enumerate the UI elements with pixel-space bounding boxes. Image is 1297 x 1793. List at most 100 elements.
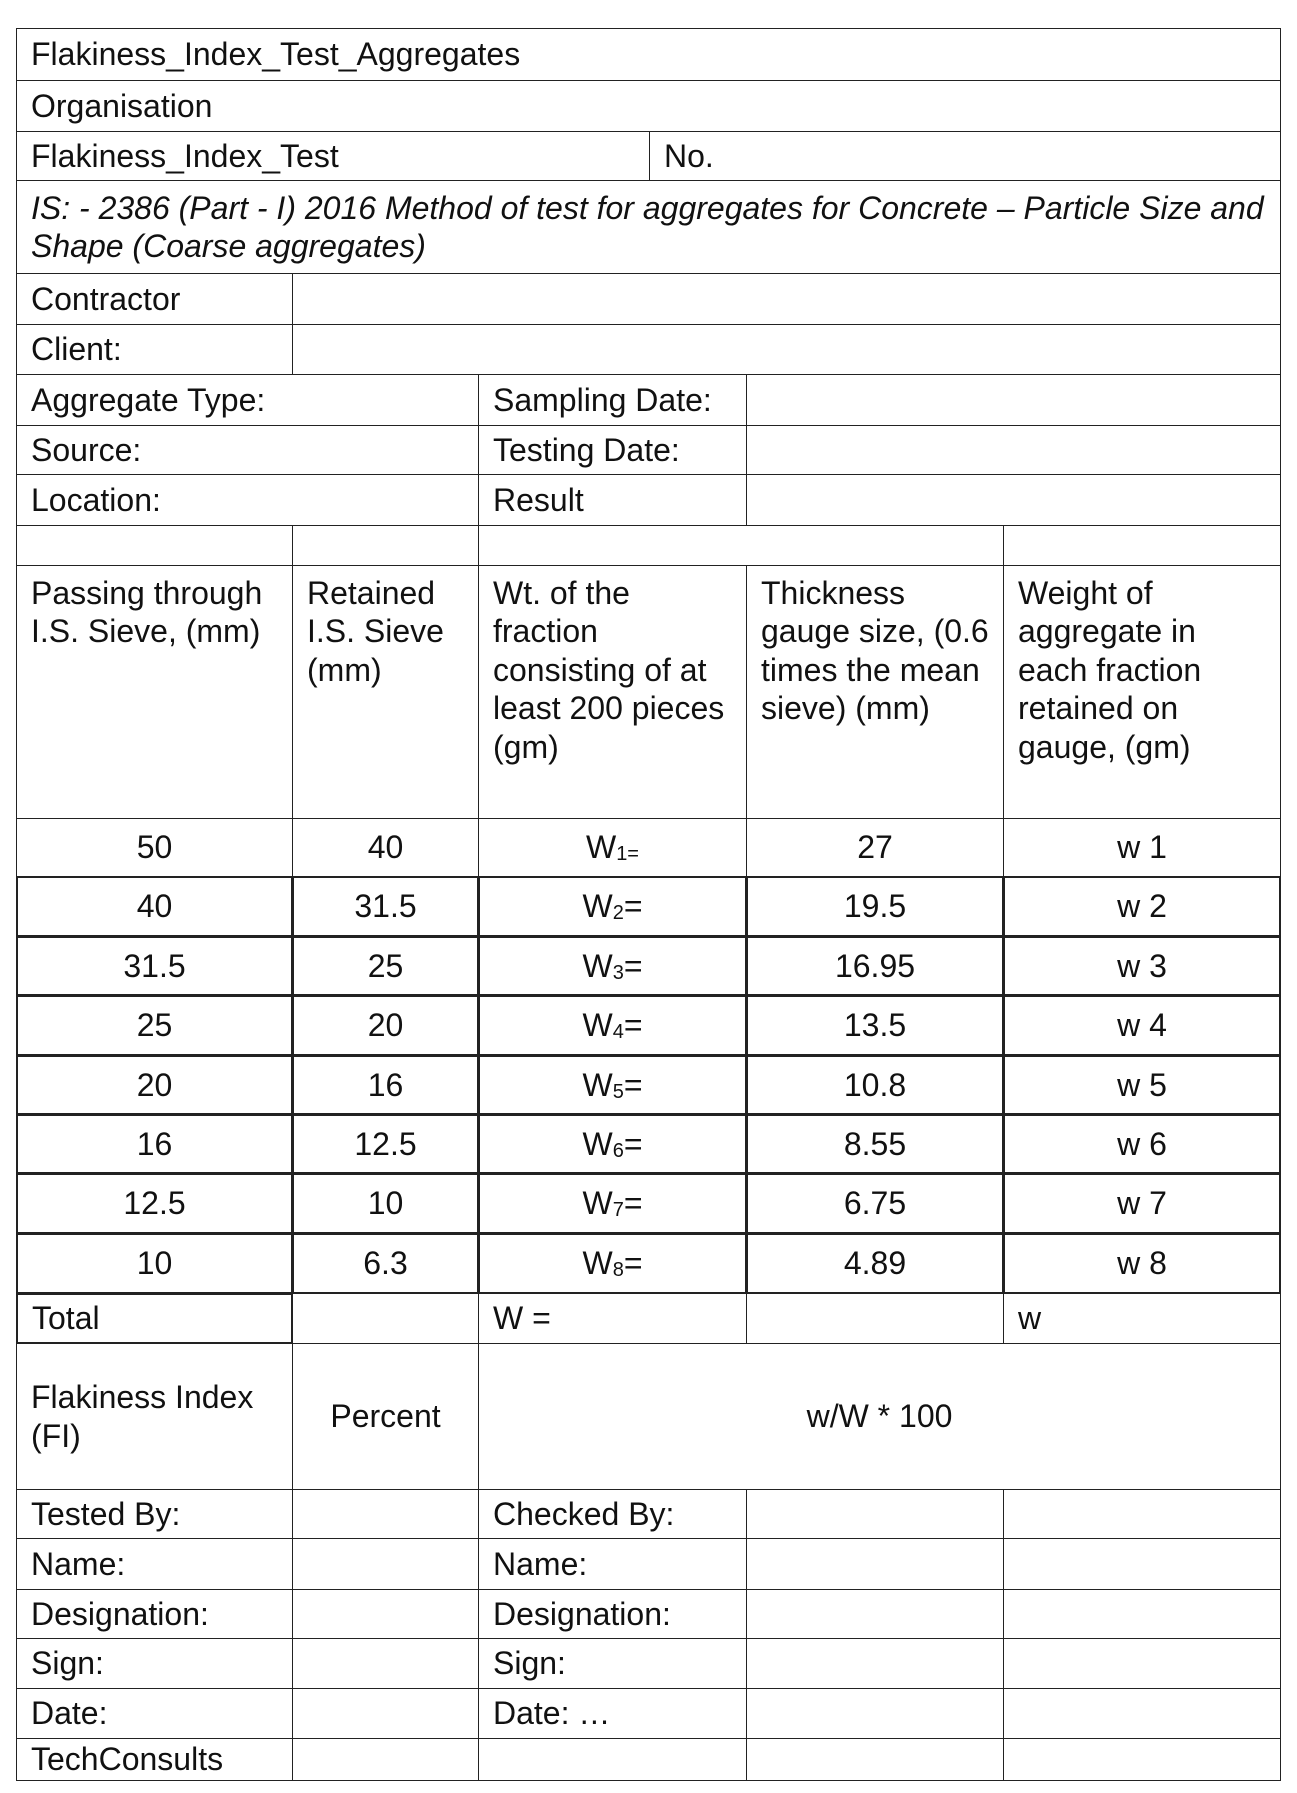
gauge-thickness: 8.55 — [746, 1114, 1004, 1174]
test-name-text: Flakiness_Index_Test — [31, 137, 339, 174]
form-title-text: Flakiness_Index_Test_Aggregates — [31, 36, 521, 73]
retained-sieve: 40 — [292, 818, 479, 877]
retained-sieve-text: 16 — [367, 1066, 404, 1103]
passing-sieve-text: 31.5 — [123, 947, 186, 984]
column-header-text: Retained I.S. Sieve (mm) — [307, 575, 444, 688]
location-label: Location: — [16, 474, 479, 526]
value-cell — [1003, 1638, 1281, 1689]
gauge-thickness: 4.89 — [746, 1233, 1004, 1294]
total-label-text: Total — [32, 1300, 100, 1337]
result-label: Result — [478, 474, 747, 526]
fraction-weight: W3= — [478, 936, 747, 996]
retained-weight-text: w 5 — [1117, 1066, 1167, 1103]
passing-sieve: 10 — [16, 1233, 293, 1294]
fraction-weight-text: W2= — [582, 888, 643, 925]
sampling-date-label: Sampling Date: — [478, 374, 747, 426]
gauge-thickness: 13.5 — [746, 995, 1004, 1056]
value-cell — [1003, 1738, 1281, 1781]
column-header: Passing through I.S. Sieve, (mm) — [16, 565, 293, 819]
fraction-weight-text: W5= — [582, 1066, 643, 1103]
date: Date: — [16, 1688, 293, 1739]
gauge-thickness: 6.75 — [746, 1173, 1004, 1234]
empty-cell — [292, 1293, 479, 1344]
passing-sieve-text: 50 — [136, 829, 173, 866]
passing-sieve-text: 16 — [136, 1125, 173, 1162]
fraction-weight-text: W8= — [582, 1245, 643, 1282]
source-label-text: Source: — [31, 431, 142, 468]
passing-sieve-text: 25 — [136, 1007, 173, 1044]
retained-weight-text: w 8 — [1117, 1245, 1167, 1282]
date-text: Date: — [31, 1695, 108, 1732]
retained-sieve-text: 20 — [367, 1007, 404, 1044]
testing-date-label-text: Testing Date: — [493, 431, 680, 468]
flakiness-index-formula-text: w/W * 100 — [806, 1398, 953, 1435]
empty-cell — [478, 1738, 747, 1781]
retained-sieve-text: 25 — [367, 947, 404, 984]
empty-cell — [746, 1293, 1004, 1344]
value-cell — [746, 1589, 1004, 1639]
gauge-thickness-text: 13.5 — [843, 1007, 907, 1044]
retained-weight-text: w 7 — [1117, 1185, 1167, 1222]
standard-reference: IS: - 2386 (Part - I) 2016 Method of tes… — [16, 180, 1281, 274]
value-cell — [292, 1538, 479, 1590]
passing-sieve: 31.5 — [16, 936, 293, 996]
fraction-weight: W6= — [478, 1114, 747, 1174]
form-title: Flakiness_Index_Test_Aggregates — [16, 28, 1281, 81]
aggregate-type-label-text: Aggregate Type: — [31, 381, 266, 418]
sampling-date-label-text: Sampling Date: — [493, 381, 712, 418]
fraction-weight: W5= — [478, 1055, 747, 1115]
value-cell — [1003, 1489, 1281, 1539]
retained-weight-text: w 4 — [1117, 1007, 1167, 1044]
retained-sieve-text: 12.5 — [354, 1125, 417, 1162]
value-cell — [746, 1638, 1004, 1689]
fraction-weight: W7= — [478, 1173, 747, 1234]
gauge-thickness: 16.95 — [746, 936, 1004, 996]
fraction-weight-text: W4= — [582, 1007, 643, 1044]
retained-weight: w 3 — [1003, 936, 1281, 996]
retained-sieve: 31.5 — [292, 876, 479, 937]
retained-weight: w 1 — [1003, 818, 1281, 877]
value-cell — [746, 1738, 1004, 1781]
checker-sign: Sign: — [478, 1638, 747, 1689]
number-label: No. — [649, 131, 1281, 181]
value-cell — [1003, 1589, 1281, 1639]
column-header: Retained I.S. Sieve (mm) — [292, 565, 479, 819]
passing-sieve-text: 20 — [136, 1066, 173, 1103]
checker-checked-by: Checked By: — [478, 1489, 747, 1539]
gauge-thickness-text: 27 — [857, 829, 893, 866]
empty-cell — [292, 525, 479, 566]
checker-checked-by-text: Checked By: — [493, 1495, 675, 1532]
passing-sieve: 40 — [16, 876, 293, 937]
retained-sieve: 25 — [292, 936, 479, 996]
retained-weight-text: w 2 — [1117, 888, 1167, 925]
tested-by-text: Tested By: — [31, 1495, 181, 1532]
retained-sieve: 20 — [292, 995, 479, 1056]
column-header-text: Thickness gauge size, (0.6 times the mea… — [761, 575, 989, 727]
value-cell — [746, 1489, 1004, 1539]
retained-sieve: 6.3 — [292, 1233, 479, 1294]
retained-sieve-text: 6.3 — [363, 1245, 408, 1282]
gauge-thickness-text: 19.5 — [843, 888, 907, 925]
value-cell — [746, 374, 1281, 426]
organisation-text: Organisation — [31, 87, 213, 124]
standard-reference-text: IS: - 2386 (Part - I) 2016 Method of tes… — [31, 189, 1264, 264]
aggregate-type-label: Aggregate Type: — [16, 374, 479, 426]
passing-sieve: 12.5 — [16, 1173, 293, 1234]
flakiness-index-unit: Percent — [292, 1343, 479, 1490]
gauge-thickness-text: 6.75 — [843, 1185, 907, 1222]
footer: TechConsults — [16, 1738, 293, 1781]
retained-sieve-text: 10 — [367, 1185, 404, 1222]
fraction-weight: W1= — [478, 818, 747, 877]
sign: Sign: — [16, 1638, 293, 1689]
total-W: W = — [478, 1293, 747, 1344]
passing-sieve-text: 40 — [136, 888, 173, 925]
column-header-text: Wt. of the fraction consisting of at lea… — [493, 575, 725, 765]
column-header: Wt. of the fraction consisting of at lea… — [478, 565, 747, 819]
retained-sieve: 12.5 — [292, 1114, 479, 1174]
client-value — [292, 324, 1281, 375]
total-w: w — [1003, 1293, 1281, 1344]
value-cell — [1003, 1538, 1281, 1590]
fraction-weight-text: W1= — [585, 829, 639, 866]
contractor-label-text: Contractor — [31, 280, 181, 317]
checker-name: Name: — [478, 1538, 747, 1590]
